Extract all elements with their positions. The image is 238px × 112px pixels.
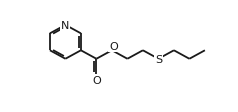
- Text: O: O: [92, 75, 101, 85]
- Text: O: O: [109, 41, 118, 51]
- Text: N: N: [61, 21, 69, 31]
- Text: S: S: [155, 54, 162, 64]
